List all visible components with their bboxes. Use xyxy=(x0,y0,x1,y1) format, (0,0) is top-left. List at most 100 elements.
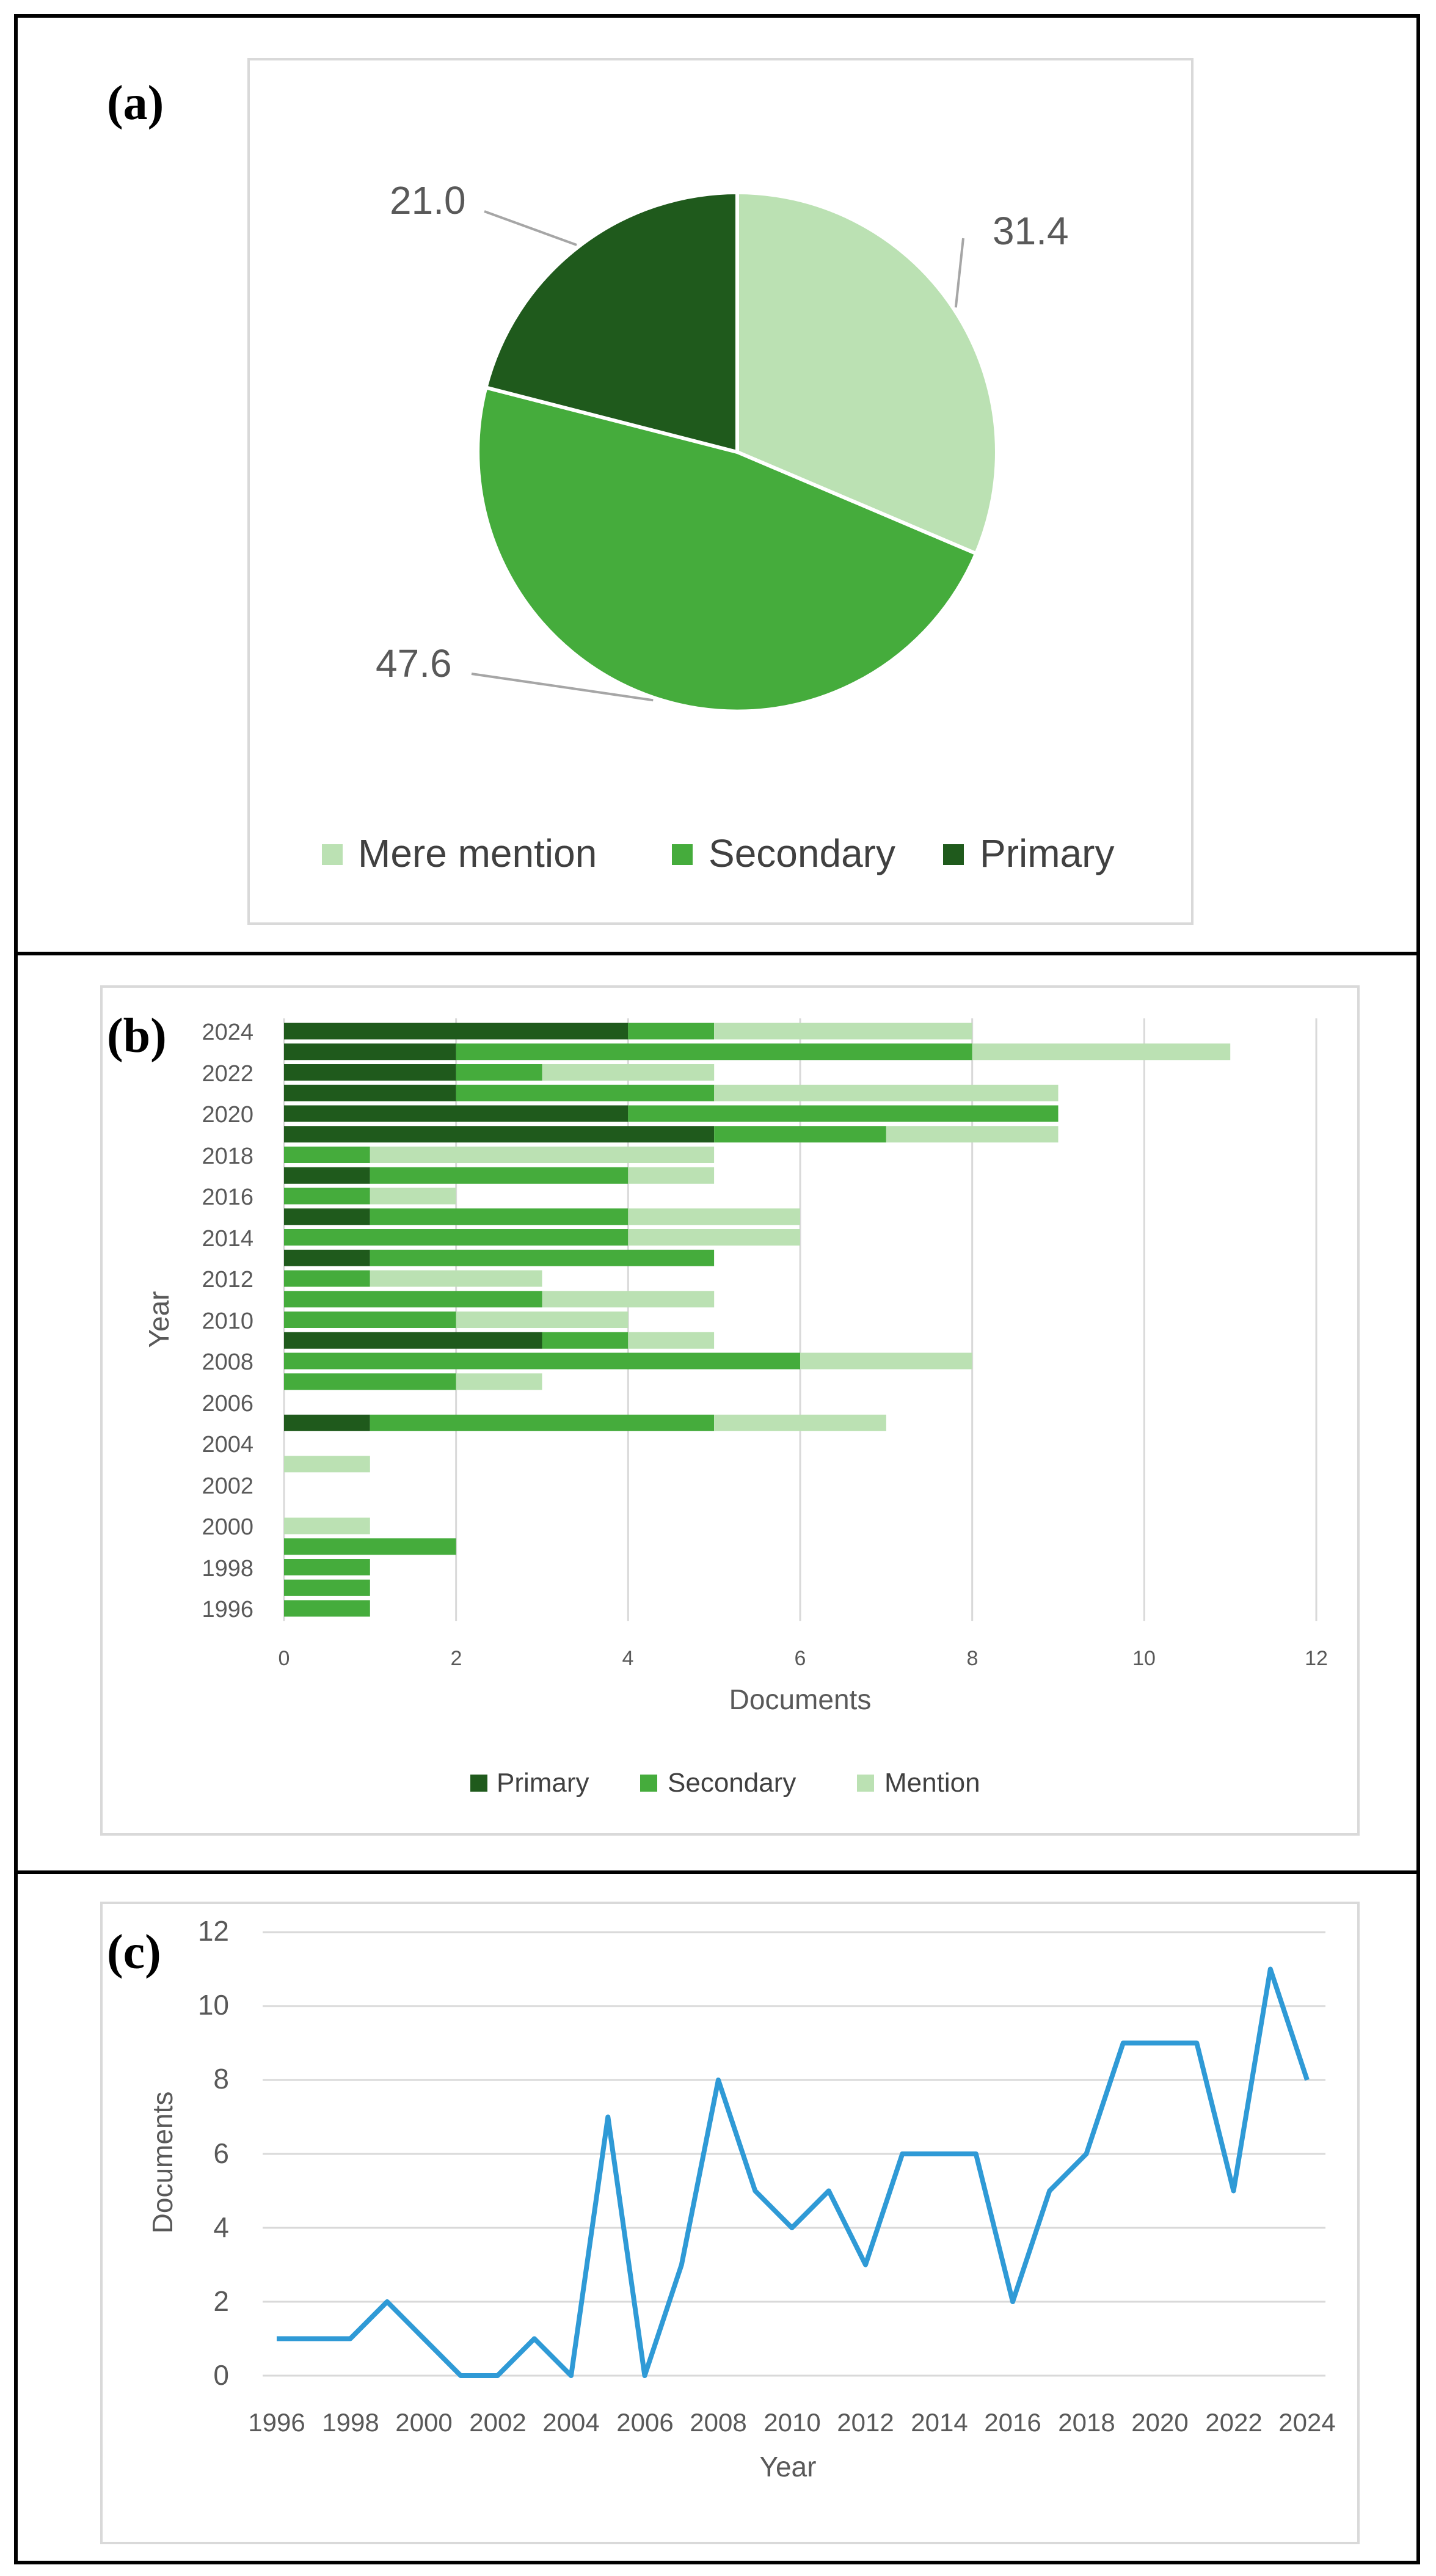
legend-swatch-secondary xyxy=(672,844,693,865)
bar-2007-secondary xyxy=(284,1373,456,1390)
pie-leader-lines xyxy=(471,210,964,702)
pie-slice-secondary xyxy=(476,385,979,713)
bar-2013-primary xyxy=(284,1249,370,1266)
legend-label-secondary: Secondary xyxy=(709,831,895,875)
bar-2018-secondary xyxy=(284,1147,370,1163)
bar-2009-mention xyxy=(628,1332,715,1349)
bar-2005-primary xyxy=(284,1414,370,1431)
bar-2011-secondary xyxy=(284,1291,542,1308)
bar-2014-mention xyxy=(628,1229,800,1246)
c-x-axis-title: Year xyxy=(760,2451,817,2483)
bar-2019-mention xyxy=(886,1126,1059,1143)
pie-slice-primary xyxy=(483,190,739,454)
b-ytick-2010: 2010 xyxy=(202,1308,253,1334)
b-ytick-2016: 2016 xyxy=(202,1184,253,1210)
b-y-axis-title: Year xyxy=(143,1291,175,1348)
bar-2017-secondary xyxy=(370,1167,629,1184)
bar-2022-primary xyxy=(284,1064,456,1081)
pie-label-secondary: 47.6 xyxy=(376,641,452,685)
b-ytick-2000: 2000 xyxy=(202,1514,253,1540)
c-ytick-6: 6 xyxy=(213,2137,229,2169)
b-ytick-1998: 1998 xyxy=(202,1556,253,1582)
c-xtick-2006: 2006 xyxy=(616,2408,673,2437)
panel-a-label: (a) xyxy=(107,76,164,130)
bar-2016-secondary xyxy=(284,1188,370,1205)
c-xtick-2018: 2018 xyxy=(1058,2408,1115,2437)
c-ytick-0: 0 xyxy=(213,2359,229,2391)
legend-swatch-mere-mention xyxy=(322,844,343,865)
panel-c-frame xyxy=(14,1870,1420,2564)
b-ytick-2002: 2002 xyxy=(202,1473,253,1499)
bar-2007-mention xyxy=(456,1373,542,1390)
c-xtick-1996: 1996 xyxy=(248,2408,305,2437)
bar-1998-secondary xyxy=(284,1559,370,1575)
b-xtick-6: 6 xyxy=(795,1647,806,1670)
c-xtick-2022: 2022 xyxy=(1205,2408,1262,2437)
bar-2008-secondary xyxy=(284,1352,800,1370)
c-xtick-2008: 2008 xyxy=(690,2408,746,2437)
c-ytick-12: 12 xyxy=(198,1915,229,1947)
bar-2018-mention xyxy=(370,1147,715,1163)
b-ytick-1996: 1996 xyxy=(202,1597,253,1622)
bar-2022-secondary xyxy=(456,1064,542,1081)
b-xtick-10: 10 xyxy=(1132,1647,1156,1670)
b-ytick-2004: 2004 xyxy=(202,1432,253,1458)
c-ytick-2: 2 xyxy=(213,2285,229,2317)
c-xtick-2024: 2024 xyxy=(1278,2408,1335,2437)
b-ytick-2018: 2018 xyxy=(202,1144,253,1169)
c-xtick-2012: 2012 xyxy=(837,2408,894,2437)
bar-2023-secondary xyxy=(456,1043,972,1060)
b-ytick-2008: 2008 xyxy=(202,1349,253,1375)
bar-2017-mention xyxy=(628,1167,715,1184)
b-ytick-2022: 2022 xyxy=(202,1061,253,1087)
bar-2016-mention xyxy=(370,1188,456,1205)
c-xtick-2016: 2016 xyxy=(984,2408,1041,2437)
bar-2013-secondary xyxy=(370,1249,715,1266)
b-legend-swatch-mention xyxy=(857,1775,874,1792)
c-y-axis-title: Documents xyxy=(147,2092,178,2234)
b-ytick-2006: 2006 xyxy=(202,1391,253,1417)
b-legend-label-mention: Mention xyxy=(884,1768,980,1798)
pie-label-mere-mention: 31.4 xyxy=(993,209,1069,253)
bar-chart-legend: Primary Secondary Mention xyxy=(470,1768,980,1798)
b-ytick-2012: 2012 xyxy=(202,1267,253,1293)
panel-c-label: (c) xyxy=(107,1925,161,1979)
panel-b-chart-area xyxy=(100,985,1360,1836)
bar-2010-mention xyxy=(456,1312,629,1328)
bar-2000-mention xyxy=(284,1517,370,1534)
panel-c-chart-area xyxy=(100,1902,1360,2544)
bar-chart-y-ticks: 1996 1998 2000 2002 2004 2006 2008 2010 … xyxy=(202,1020,253,1622)
bar-2003-mention xyxy=(284,1456,370,1473)
bar-2021-primary xyxy=(284,1084,456,1101)
pie-slice-mere-mention xyxy=(735,190,999,556)
bar-2015-secondary xyxy=(370,1208,629,1225)
bar-2015-mention xyxy=(628,1208,800,1225)
b-legend-swatch-primary xyxy=(470,1775,487,1792)
c-xtick-2020: 2020 xyxy=(1131,2408,1188,2437)
bar-2017-primary xyxy=(284,1167,370,1184)
bar-2014-secondary xyxy=(284,1229,629,1246)
bar-2019-primary xyxy=(284,1126,715,1143)
b-legend-swatch-secondary xyxy=(640,1775,657,1792)
c-xtick-2010: 2010 xyxy=(764,2408,820,2437)
c-ytick-4: 4 xyxy=(213,2211,229,2243)
c-xtick-1998: 1998 xyxy=(322,2408,379,2437)
b-ytick-2024: 2024 xyxy=(202,1020,253,1045)
bar-2022-mention xyxy=(542,1064,715,1081)
legend-label-primary: Primary xyxy=(980,831,1114,875)
bar-2005-mention xyxy=(714,1414,886,1431)
b-xtick-2: 2 xyxy=(451,1647,462,1670)
bar-2012-secondary xyxy=(284,1270,370,1287)
bar-2023-mention xyxy=(972,1043,1231,1060)
bar-2012-mention xyxy=(370,1270,542,1287)
bar-2009-primary xyxy=(284,1332,542,1349)
bar-1996-secondary xyxy=(284,1600,370,1617)
bar-1997-secondary xyxy=(284,1579,370,1596)
b-legend-label-secondary: Secondary xyxy=(668,1768,796,1798)
pie-leader-primary xyxy=(484,210,577,246)
bar-2024-mention xyxy=(714,1023,972,1040)
c-xtick-2000: 2000 xyxy=(395,2408,452,2437)
b-x-axis-title: Documents xyxy=(729,1684,872,1715)
bar-2021-mention xyxy=(714,1084,1059,1101)
bar-2024-secondary xyxy=(628,1023,715,1040)
